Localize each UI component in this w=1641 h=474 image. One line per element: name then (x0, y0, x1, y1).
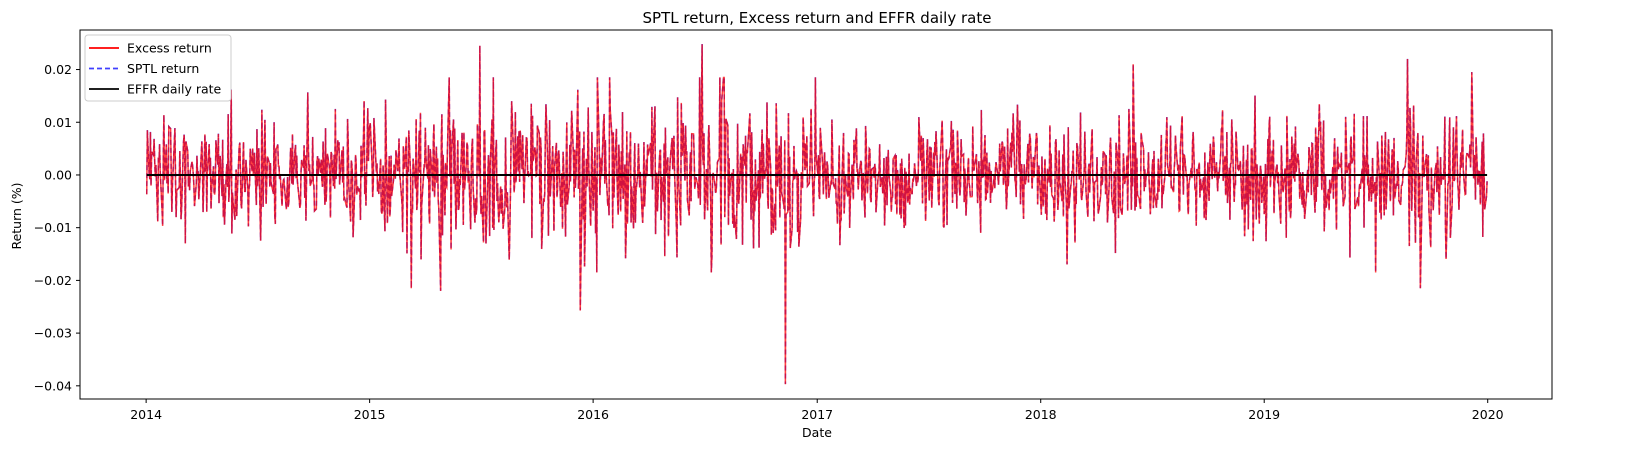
legend-label: EFFR daily rate (127, 82, 222, 97)
y-tick-label: −0.03 (34, 326, 72, 341)
x-tick-label: 2019 (1248, 407, 1280, 422)
x-tick-label: 2014 (130, 407, 162, 422)
y-tick-label: −0.02 (34, 273, 72, 288)
legend-box (84, 34, 232, 102)
x-tick-label: 2018 (1025, 407, 1057, 422)
axes-frame (79, 29, 1553, 400)
y-tick-label: 0.00 (44, 167, 72, 182)
x-tick-label: 2017 (801, 407, 833, 422)
chart-title: SPTL return, Excess return and EFFR dail… (643, 9, 992, 27)
x-tick-label: 2016 (577, 407, 609, 422)
y-axis-label: Return (%) (9, 182, 24, 249)
y-axis-ticks: 0.02 0.01 0.00 −0.01 −0.02 −0.03 −0.04 (34, 62, 80, 393)
legend: Excess return SPTL return EFFR daily rate (84, 34, 232, 102)
legend-label: SPTL return (127, 61, 199, 76)
legend-label: Excess return (127, 41, 212, 56)
y-tick-label: −0.04 (34, 378, 72, 393)
plot-area (145, 44, 1488, 385)
y-tick-label: −0.01 (34, 220, 72, 235)
y-tick-label: 0.01 (44, 115, 72, 130)
y-tick-label: 0.02 (44, 62, 72, 77)
x-axis-ticks: 2014 2015 2016 2017 2018 2019 2020 (130, 399, 1504, 422)
series-line-excess-return (145, 44, 1488, 385)
x-tick-label: 2015 (354, 407, 386, 422)
x-tick-label: 2020 (1472, 407, 1504, 422)
x-axis-label: Date (802, 425, 832, 440)
